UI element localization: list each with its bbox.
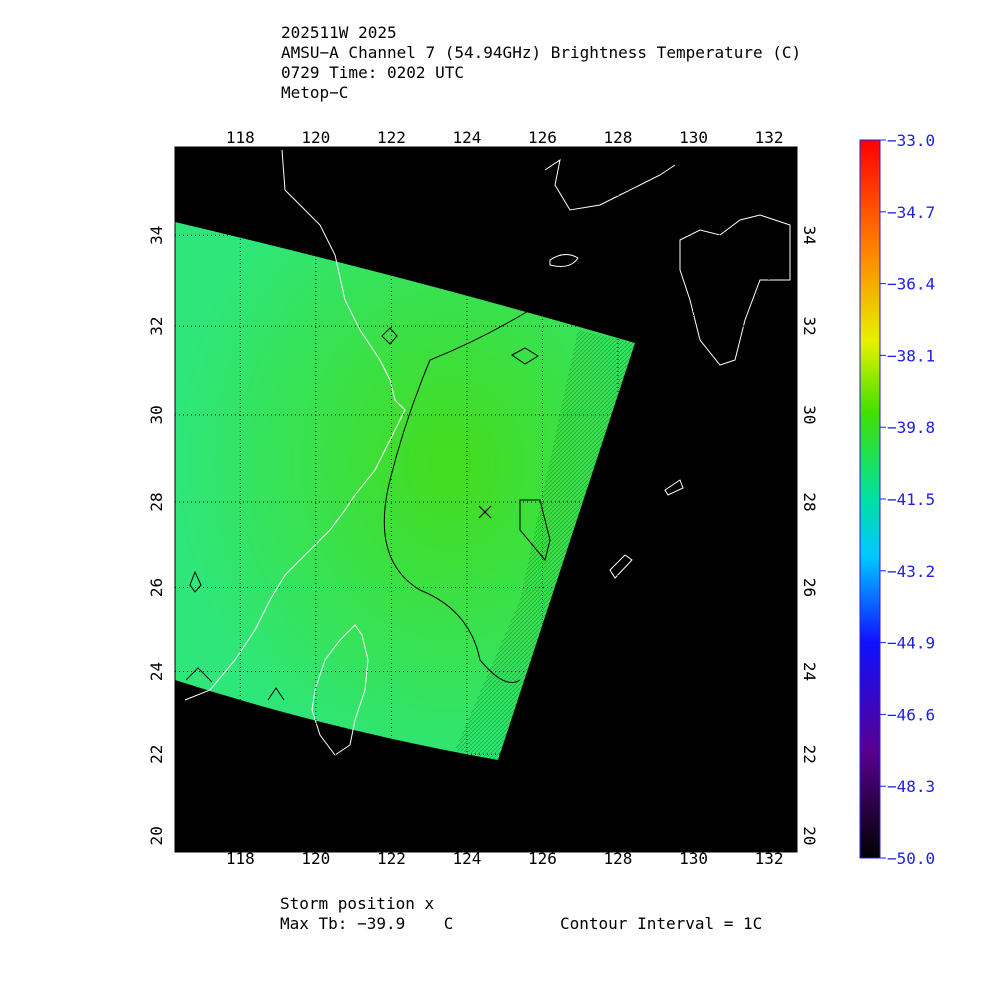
- lon-tick-label: 124: [452, 128, 481, 147]
- lon-tick-label: 122: [377, 849, 406, 868]
- lon-tick-label: 128: [604, 128, 633, 147]
- map-frame: [174, 146, 798, 853]
- lon-tick-label: 128: [604, 849, 633, 868]
- map-layer: [175, 147, 797, 852]
- map-ticks: 118 118 120 120 122 122 124 124 126 126 128 128 130 1…: [147, 128, 819, 868]
- colorbar-tick-label: −50.0: [887, 849, 935, 868]
- colorbar-tick-label: −36.4: [887, 275, 935, 294]
- lat-tick-label: 26: [800, 578, 819, 597]
- colorbar-tick-label: −41.5: [887, 490, 935, 509]
- header-line: 0729 Time: 0202 UTC: [281, 63, 464, 82]
- lat-tick-label: 32: [147, 316, 166, 335]
- lat-tick-label: 24: [800, 662, 819, 681]
- lon-tick-label: 120: [301, 128, 330, 147]
- lat-tick-label: 30: [147, 405, 166, 424]
- coastlines: [184, 149, 791, 756]
- storm-note: Storm position x: [280, 894, 434, 913]
- lon-tick-label: 132: [755, 128, 784, 147]
- lat-tick-label: 20: [800, 826, 819, 845]
- lon-tick-label: 122: [377, 128, 406, 147]
- lon-tick-label: 126: [528, 128, 557, 147]
- lat-tick-label: 28: [800, 492, 819, 511]
- colorbar-ticks: −33.0 −34.7 −36.4 −38.1 −39.8 −41.5 −43.2 −44.9…: [880, 131, 935, 868]
- lon-tick-label: 118: [226, 849, 255, 868]
- header-line: AMSU−A Channel 7 (54.94GHz) Brightness T…: [281, 43, 801, 62]
- header-line: Metop−C: [281, 83, 348, 102]
- lat-tick-label: 28: [147, 492, 166, 511]
- lat-tick-label: 26: [147, 578, 166, 597]
- lat-tick-label: 24: [147, 662, 166, 681]
- lon-tick-label: 126: [528, 849, 557, 868]
- colorbar-tick-label: −48.3: [887, 777, 935, 796]
- lat-tick-label: 32: [800, 316, 819, 335]
- colorbar-tick-label: −43.2: [887, 562, 935, 581]
- lon-tick-label: 130: [679, 849, 708, 868]
- contour-interval: Contour Interval = 1C: [560, 914, 762, 933]
- lon-tick-label: 120: [301, 849, 330, 868]
- contours: [185, 309, 551, 701]
- colorbar-tick-label: −39.8: [887, 418, 935, 437]
- colorbar: [859, 139, 881, 859]
- colorbar-tick-label: −33.0: [887, 131, 935, 150]
- lon-tick-label: 130: [679, 128, 708, 147]
- max-tb: Max Tb: −39.9 C: [280, 914, 453, 933]
- lon-tick-label: 118: [226, 128, 255, 147]
- lat-tick-label: 22: [147, 745, 166, 764]
- colorbar-tick-label: −38.1: [887, 346, 935, 365]
- lat-tick-label: 34: [147, 226, 166, 245]
- swath-edge: [455, 330, 635, 760]
- storm-marker: [478, 505, 492, 519]
- colorbar-tick-label: −44.9: [887, 634, 935, 653]
- lat-tick-label: 20: [147, 826, 166, 845]
- header-line: 202511W 2025: [281, 23, 397, 42]
- lat-tick-label: 30: [800, 405, 819, 424]
- lon-tick-label: 124: [452, 849, 481, 868]
- lat-tick-label: 34: [800, 226, 819, 245]
- lat-tick-label: 22: [800, 745, 819, 764]
- grid: [175, 147, 797, 852]
- colorbar-tick-label: −46.6: [887, 705, 935, 724]
- colorbar-tick-label: −34.7: [887, 203, 935, 222]
- lon-tick-label: 132: [755, 849, 784, 868]
